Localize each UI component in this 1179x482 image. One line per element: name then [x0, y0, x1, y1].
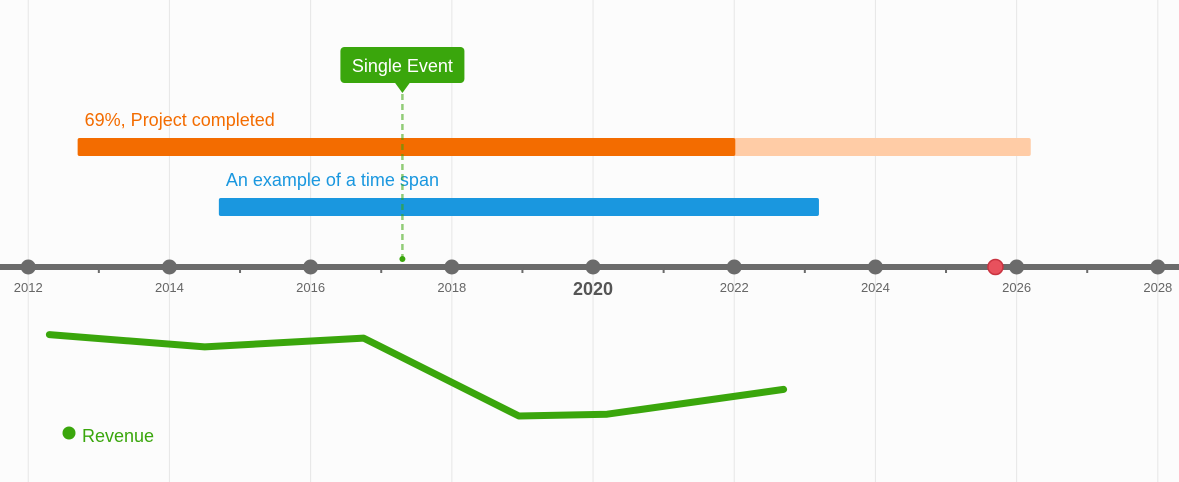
tick-label: 2014 [155, 280, 184, 295]
events: Single Event [340, 47, 465, 262]
time-spans: 69%, Project completed An example of a ti… [77, 110, 1031, 216]
event-point [399, 256, 406, 262]
event-flag-pointer [394, 82, 411, 93]
time-axis: 2012 2014 2016 2018 2020 2022 2024 2026 2028 [0, 258, 1179, 299]
current-date-marker [987, 258, 1004, 276]
tick-label: 2016 [296, 280, 325, 295]
legend: Revenue [62, 426, 154, 446]
project-label: 69%, Project completed [85, 110, 275, 130]
project-bar-progress [77, 138, 736, 156]
tick-label: 2018 [437, 280, 466, 295]
event-flag [340, 47, 465, 83]
axis-marker [1009, 259, 1025, 275]
time-span-label: An example of a time span [226, 170, 439, 190]
tick-label: 2026 [1002, 280, 1031, 295]
gridlines [27, 0, 1159, 482]
event-label: Single Event [352, 56, 453, 76]
axis-marker [20, 259, 36, 275]
axis-marker [867, 259, 883, 275]
axis-marker [1150, 259, 1166, 275]
tick-label: 2012 [14, 280, 43, 295]
axis-marker [585, 259, 601, 275]
tick-label: 2028 [1143, 280, 1172, 295]
axis-marker [303, 259, 319, 275]
tick-label: 2022 [720, 280, 749, 295]
legend-marker [62, 426, 76, 440]
tick-label: 2024 [861, 280, 890, 295]
axis-marker [726, 259, 742, 275]
revenue-line [45, 331, 788, 420]
major-tick-label: 2020 [573, 279, 613, 299]
legend-label: Revenue [82, 426, 154, 446]
axis-marker [444, 259, 460, 275]
time-span-bar [218, 198, 819, 216]
revenue-series [45, 331, 788, 420]
axis-marker [161, 259, 177, 275]
